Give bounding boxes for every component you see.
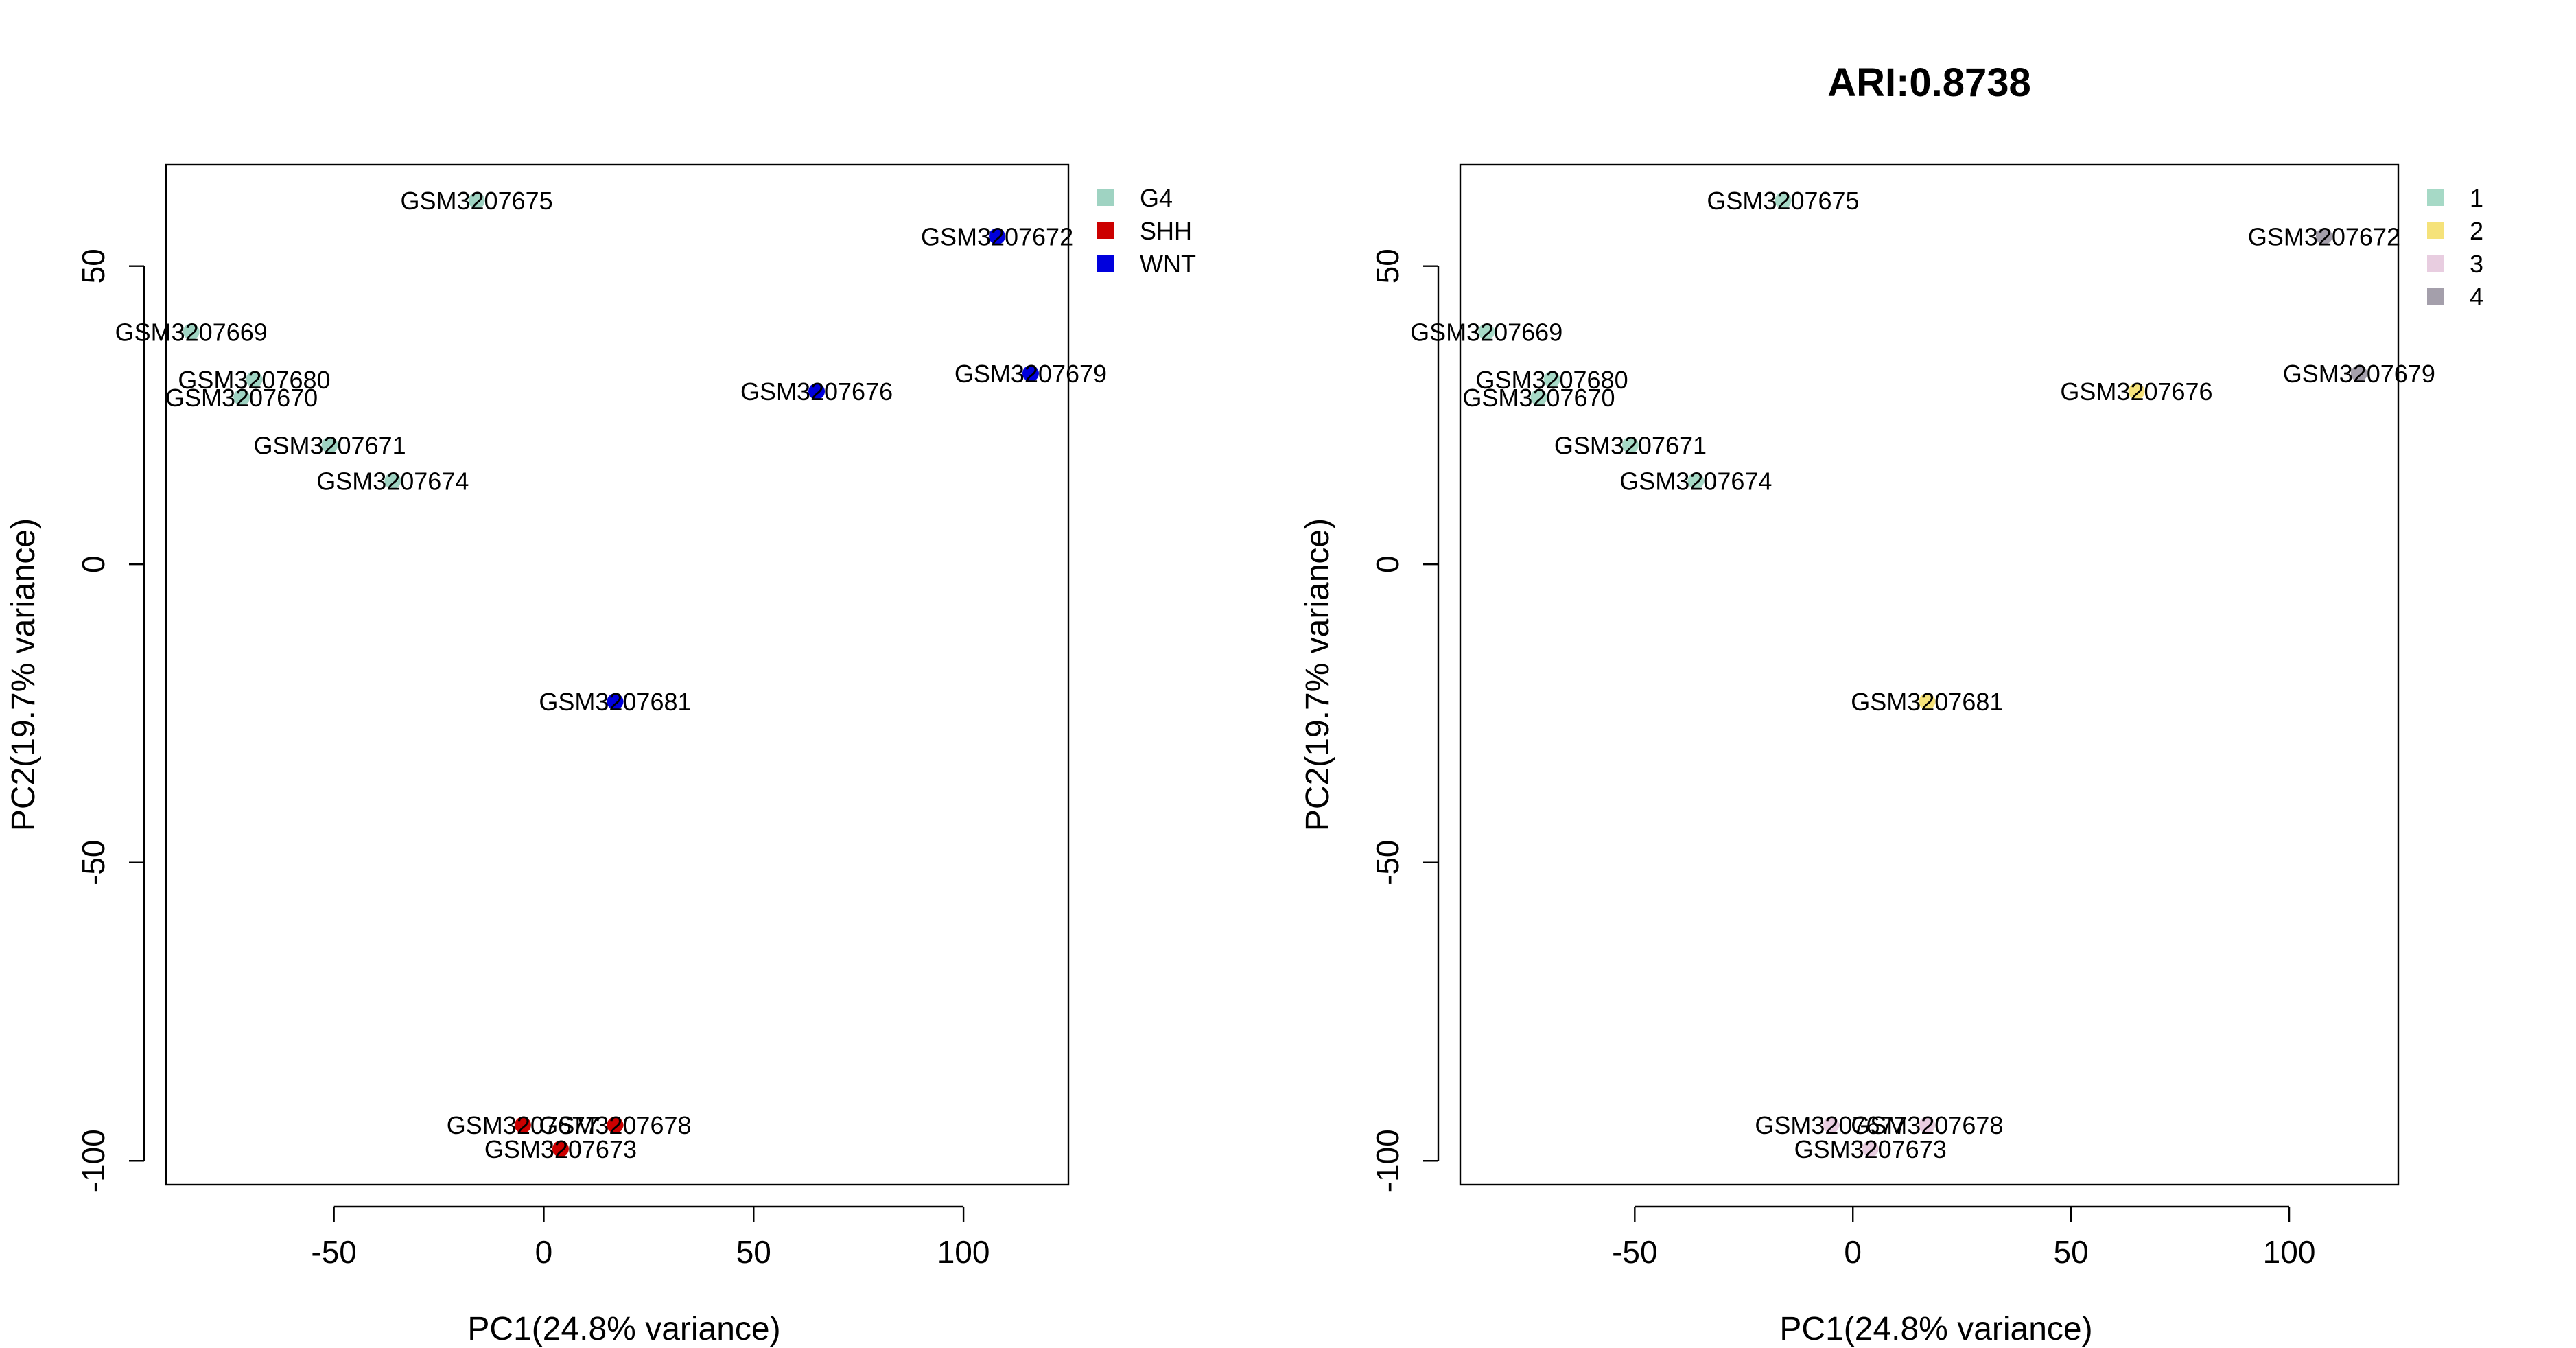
- point-label: GSM3207681: [539, 688, 691, 716]
- point-label: GSM3207681: [1851, 688, 2003, 716]
- x-tick-label: 100: [2263, 1234, 2316, 1270]
- legend-swatch: [1097, 189, 1114, 206]
- data-point: [1919, 693, 1936, 710]
- data-point: [246, 371, 263, 388]
- data-point: [2128, 383, 2145, 400]
- point-label: GSM3207673: [484, 1135, 637, 1163]
- legend-label: G4: [1140, 184, 1173, 212]
- y-tick-label: 0: [1370, 555, 1405, 573]
- legend-swatch: [2427, 255, 2444, 272]
- data-point: [2350, 365, 2367, 382]
- data-point: [1543, 371, 1560, 388]
- data-point: [1862, 1140, 1879, 1157]
- data-point: [1775, 192, 1792, 209]
- y-axis-title: PC2(19.7% variance): [1300, 518, 1336, 831]
- data-point: [183, 323, 200, 340]
- legend-label: SHH: [1140, 217, 1192, 245]
- data-point: [514, 1117, 531, 1134]
- legend-label: 2: [2470, 217, 2483, 245]
- data-point: [2315, 228, 2332, 245]
- data-point: [384, 472, 401, 489]
- data-point: [1530, 388, 1547, 406]
- legend-label: WNT: [1140, 250, 1196, 278]
- y-tick-label: 50: [1370, 248, 1405, 283]
- y-tick-label: -100: [75, 1129, 111, 1192]
- data-point: [607, 693, 624, 710]
- point-label: GSM3207670: [165, 384, 318, 412]
- point-label: GSM3207670: [1462, 384, 1615, 412]
- point-label: GSM3207671: [1554, 431, 1707, 459]
- x-tick-label: 50: [736, 1234, 771, 1270]
- x-tick-label: 50: [2054, 1234, 2089, 1270]
- point-label: GSM3207678: [1851, 1111, 2003, 1139]
- plot-title: ARI:0.8738: [1827, 60, 2031, 105]
- point-label: GSM3207674: [1619, 467, 1772, 496]
- y-axis-title: PC2(19.7% variance): [5, 518, 42, 831]
- data-point: [321, 437, 338, 454]
- data-point: [607, 1117, 624, 1134]
- point-label: GSM3207674: [316, 467, 469, 496]
- x-tick-label: 0: [535, 1234, 553, 1270]
- point-label: GSM3207677: [1755, 1111, 1907, 1139]
- plot-frame: [1459, 163, 2400, 1186]
- data-point: [552, 1140, 569, 1157]
- point-label: GSM3207675: [1707, 187, 1859, 215]
- data-point: [1919, 1117, 1936, 1134]
- chart-panel-1: -50 0 50 100 PC1(24.8% variance) -100 -50 0 50 PC…: [5, 163, 1196, 1347]
- y-tick-label: 50: [75, 248, 111, 283]
- point-label: GSM3207669: [115, 318, 268, 346]
- legend-label: 1: [2470, 184, 2483, 212]
- data-point: [1478, 323, 1495, 340]
- point-label: GSM3207671: [253, 431, 406, 459]
- x-tick-label: 0: [1844, 1234, 1862, 1270]
- point-label: GSM3207680: [1475, 366, 1628, 394]
- point-label: GSM3207669: [1410, 318, 1562, 346]
- legend-swatch: [1097, 255, 1114, 272]
- y-tick-label: -50: [75, 839, 111, 885]
- data-point: [1621, 437, 1639, 454]
- y-tick-label: -100: [1370, 1129, 1405, 1192]
- legend-swatch: [2427, 189, 2444, 206]
- point-label: GSM3207672: [2248, 222, 2400, 251]
- plot-frame: [165, 163, 1070, 1186]
- legend: 1 2 3 4: [2427, 184, 2483, 311]
- y-tick-label: -50: [1370, 839, 1405, 885]
- point-label: GSM3207675: [401, 187, 553, 215]
- legend-label: 3: [2470, 250, 2483, 278]
- x-tick-label: -50: [1612, 1234, 1657, 1270]
- point-label: GSM3207672: [921, 222, 1073, 251]
- point-label: GSM3207676: [2060, 377, 2212, 406]
- x-tick-label: -50: [311, 1234, 356, 1270]
- data-point: [1022, 365, 1039, 382]
- point-label: GSM3207677: [447, 1111, 599, 1139]
- data-point: [989, 228, 1006, 245]
- legend: G4 SHH WNT: [1097, 184, 1196, 278]
- data-point: [233, 388, 250, 406]
- data-point: [808, 383, 826, 400]
- point-label: GSM3207676: [740, 377, 893, 406]
- data-point: [468, 192, 485, 209]
- point-label: GSM3207679: [2283, 360, 2435, 388]
- point-label: GSM3207679: [955, 360, 1107, 388]
- x-axis-title: PC1(24.8% variance): [467, 1311, 780, 1347]
- data-point: [1687, 472, 1705, 489]
- point-label: GSM3207678: [539, 1111, 691, 1139]
- x-axis-title: PC1(24.8% variance): [1779, 1311, 2092, 1347]
- point-label: GSM3207680: [178, 366, 330, 394]
- legend-label: 4: [2470, 283, 2483, 311]
- legend-swatch: [2427, 288, 2444, 305]
- point-label: GSM3207673: [1794, 1135, 1947, 1163]
- legend-swatch: [1097, 222, 1114, 239]
- x-tick-label: 100: [937, 1234, 990, 1270]
- y-tick-label: 0: [75, 555, 111, 573]
- legend-swatch: [2427, 222, 2444, 239]
- data-point: [1823, 1117, 1840, 1134]
- chart-panel-2: ARI:0.8738 -50 0 50 100 PC1(24.8% variance) -1…: [1300, 60, 2483, 1347]
